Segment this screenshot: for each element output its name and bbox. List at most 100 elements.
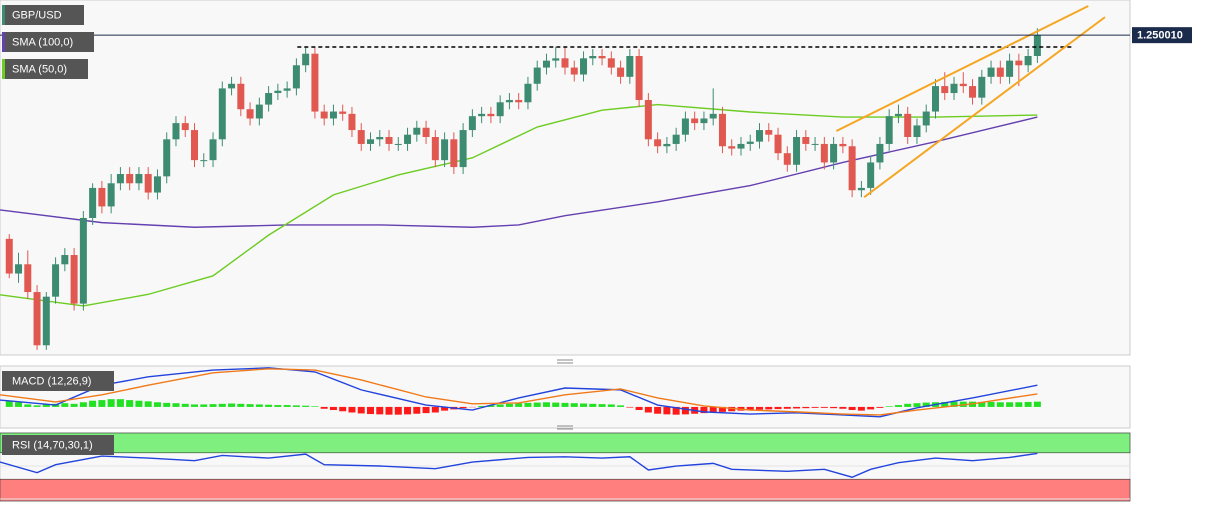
histogram-bar: [681, 406, 689, 415]
candle-body: [441, 139, 449, 161]
histogram-bar: [987, 401, 995, 407]
candle-body: [79, 217, 87, 304]
candle-body: [52, 264, 60, 297]
candle-body: [542, 60, 550, 68]
candle-body: [700, 118, 708, 124]
candle-body: [135, 174, 143, 184]
candle-body: [376, 137, 384, 140]
histogram-bar: [366, 406, 374, 415]
candle-body: [468, 116, 476, 131]
histogram-bar: [320, 406, 328, 409]
histogram-bar: [1024, 401, 1032, 407]
candle-body: [802, 137, 810, 144]
histogram-bar: [311, 406, 319, 407]
candle-body: [237, 83, 245, 110]
candle-body: [709, 113, 717, 119]
candle-body: [607, 58, 615, 68]
candle-body: [811, 143, 819, 145]
candle-body: [246, 109, 254, 119]
candle-body: [274, 90, 282, 94]
histogram-bar: [802, 406, 810, 409]
histogram-bar: [626, 406, 634, 408]
candle-body: [385, 137, 393, 144]
candle-body: [61, 255, 69, 265]
histogram-bar: [718, 406, 726, 412]
histogram-bar: [867, 406, 875, 410]
candle-body: [292, 65, 300, 89]
histogram-bar: [515, 403, 523, 407]
candle-body: [15, 264, 23, 274]
histogram-bar: [533, 402, 541, 407]
oversold-zone: [0, 478, 1131, 502]
candle-body: [950, 83, 958, 94]
legend-box: [2, 435, 114, 455]
histogram-bar: [255, 404, 263, 407]
candle-body: [422, 127, 430, 138]
labels: GBP/USD SMA (100,0) SMA (50,0) MACD (12,…: [2, 5, 1192, 455]
candle-body: [552, 58, 560, 61]
histogram-bar: [830, 406, 838, 409]
histogram-bar: [89, 400, 97, 407]
candle-body: [163, 139, 171, 177]
histogram-bar: [672, 406, 680, 415]
histogram-bar: [459, 406, 467, 409]
histogram-bar: [61, 403, 69, 407]
histogram-bar: [33, 405, 41, 407]
histogram-bar: [283, 405, 291, 407]
candle-body: [589, 56, 597, 59]
candle-body: [320, 111, 328, 119]
candle-body: [654, 139, 662, 147]
legend-symbol: GBP/USD: [12, 9, 62, 21]
histogram-bar: [181, 403, 189, 407]
candle-body: [857, 187, 865, 191]
candle-body: [42, 296, 50, 346]
histogram-bar: [941, 401, 949, 407]
histogram-bar: [144, 401, 152, 407]
histogram-bar: [228, 403, 236, 407]
candle-body: [1006, 60, 1014, 77]
last-price-box: [1132, 27, 1192, 44]
histogram-bar: [607, 404, 615, 407]
histogram-bar: [163, 402, 171, 407]
last-price-label: 1.250010: [1137, 30, 1183, 42]
histogram-bar: [978, 401, 986, 407]
histogram-bar: [783, 406, 791, 409]
candle-body: [311, 53, 319, 112]
histogram-bar: [580, 403, 588, 407]
candle-body: [357, 130, 365, 144]
candle-body: [783, 153, 791, 165]
candle-body: [922, 111, 930, 126]
candle-body: [89, 187, 97, 218]
candle-body: [181, 123, 189, 131]
candle-body: [116, 174, 124, 184]
histogram-bar: [70, 403, 78, 407]
histogram-bar: [746, 406, 754, 411]
candle-body: [209, 139, 217, 161]
candle-body: [867, 162, 875, 188]
candle-body: [228, 83, 236, 89]
histogram-bar: [774, 406, 782, 410]
candle-body: [728, 146, 736, 149]
candle-body: [515, 99, 523, 103]
candle-body: [496, 102, 504, 117]
histogram-bar: [348, 406, 356, 413]
histogram-bar: [98, 400, 106, 407]
candle-body: [172, 123, 180, 140]
indicator-line: [0, 367, 1038, 418]
histogram-bar: [1015, 402, 1023, 407]
candle-body: [913, 125, 921, 138]
candle-body: [218, 88, 226, 140]
histogram-bar: [153, 402, 161, 407]
histogram-bar: [42, 404, 50, 407]
legend-entry: SMA (50,0): [12, 63, 67, 75]
candle-body: [987, 67, 995, 77]
candle-body: [737, 143, 745, 149]
histogram-bar: [79, 402, 87, 407]
candle-body: [394, 143, 402, 145]
candle-body: [904, 113, 912, 138]
histogram-bar: [756, 406, 764, 410]
candle-body: [765, 130, 773, 135]
histogram-bar: [904, 403, 912, 407]
histogram-bar: [172, 403, 180, 407]
histogram-bar: [441, 406, 449, 411]
